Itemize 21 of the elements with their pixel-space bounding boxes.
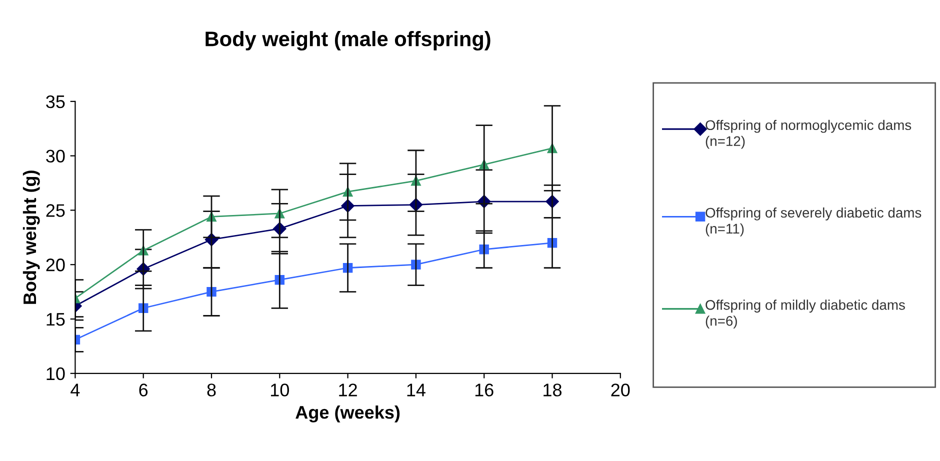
x-tick-label: 12 (339, 384, 357, 396)
legend-label: Offspring of severely diabetic dams (n=11) (706, 207, 922, 236)
y-tick-label: 30 (46, 150, 65, 163)
x-tick-label: 20 (611, 384, 630, 396)
y-tick-label: 15 (46, 313, 65, 326)
x-tick-label: 14 (407, 384, 426, 396)
y-tick-label: 35 (46, 95, 65, 108)
y-tick-label: 20 (46, 258, 65, 272)
y-tick-label: 25 (46, 204, 65, 217)
y-axis-title: Body weight (g) (22, 170, 40, 304)
chart-title: Body weight (male offspring) (206, 31, 490, 51)
x-tick-label: 16 (475, 384, 494, 396)
x-tick-label: 10 (270, 384, 289, 396)
y-tick-label: 10 (46, 367, 65, 380)
x-tick-label: 18 (544, 384, 562, 396)
x-tick-label: 6 (139, 384, 148, 396)
x-tick-label: 8 (207, 384, 216, 396)
legend-label: Offspring of normoglycemic dams (n=12) (706, 120, 912, 149)
x-tick-label: 4 (70, 384, 80, 396)
legend-label: Offspring of mildly diabetic dams (n=6) (706, 300, 905, 329)
x-axis-title: Age (weeks) (296, 406, 400, 422)
